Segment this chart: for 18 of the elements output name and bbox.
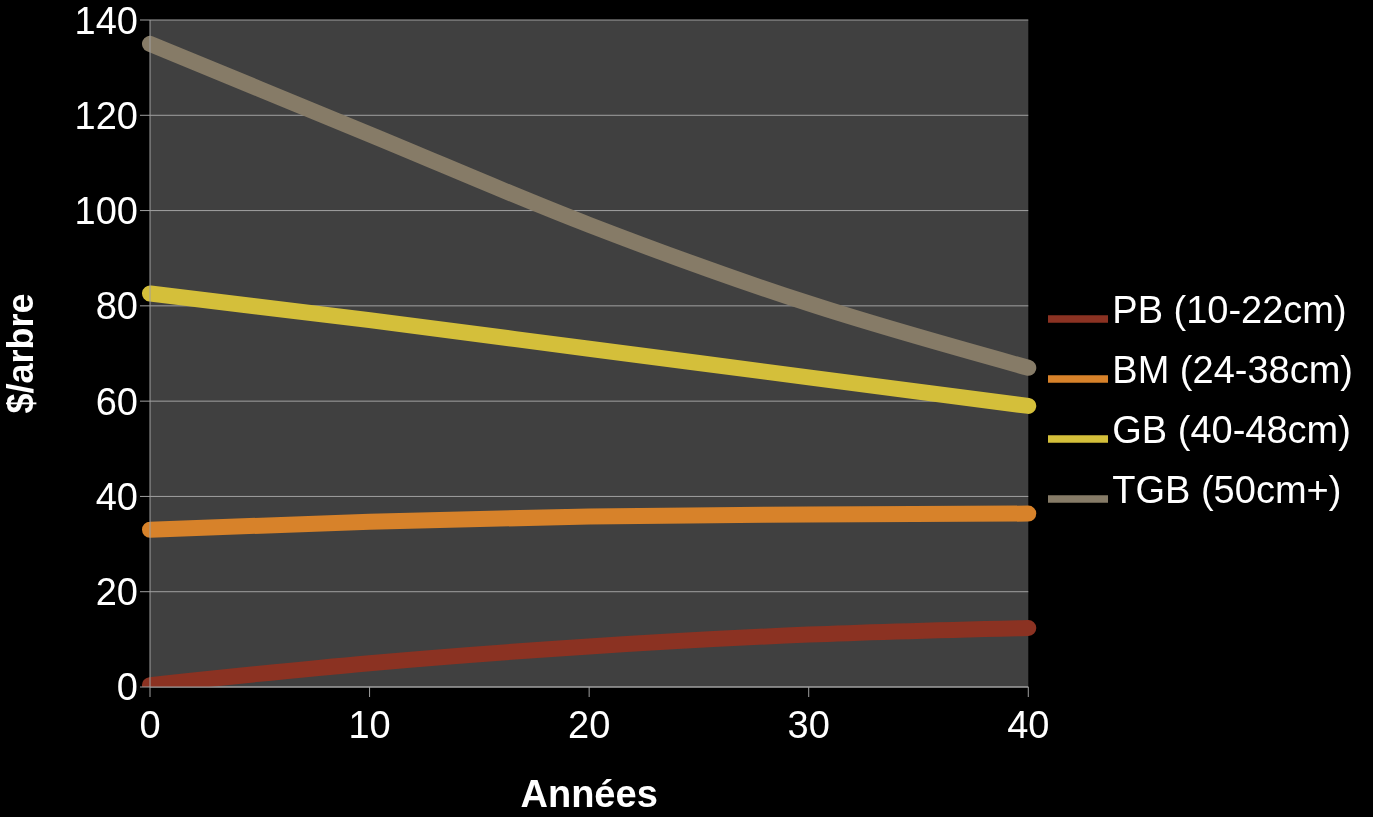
legend-label: BM (24-38cm) — [1112, 348, 1353, 391]
x-axis-title: Années — [520, 773, 658, 815]
legend-label: TGB (50cm+) — [1112, 468, 1342, 511]
y-tick-label: 100 — [74, 190, 138, 233]
y-tick-label: 0 — [116, 666, 138, 709]
x-tick-label: 40 — [1007, 703, 1050, 746]
y-tick-label: 140 — [74, 0, 138, 42]
y-axis-title: $/arbre — [0, 293, 41, 414]
y-tick-label: 80 — [95, 285, 138, 328]
legend-label: GB (40-48cm) — [1112, 408, 1351, 451]
x-tick-label: 20 — [568, 703, 611, 746]
legend-label: PB (10-22cm) — [1112, 288, 1347, 331]
y-tick-label: 120 — [74, 94, 138, 137]
y-tick-label: 60 — [95, 380, 138, 423]
x-tick-label: 30 — [787, 703, 830, 746]
y-tick-label: 20 — [95, 571, 138, 614]
x-tick-label: 10 — [348, 703, 391, 746]
y-tick-label: 40 — [95, 475, 138, 518]
